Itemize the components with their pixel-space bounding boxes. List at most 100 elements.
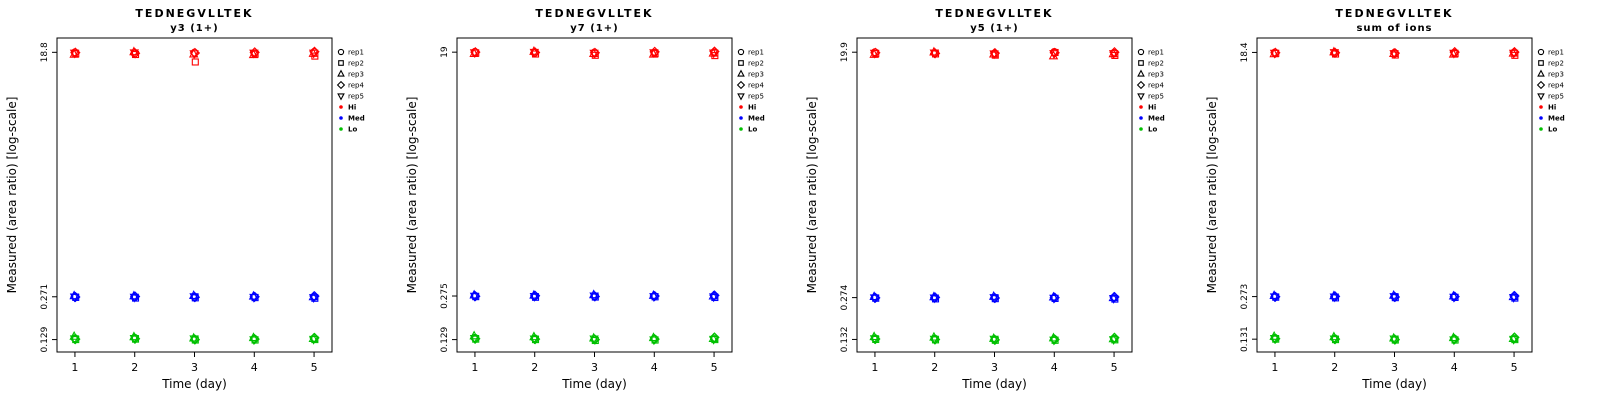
x-tick-label: 5 [1511, 361, 1518, 374]
data-point-diamond [336, 80, 346, 90]
x-axis-label: Time (day) [561, 377, 627, 391]
x-tick-label: 2 [1331, 361, 1338, 374]
legend-level-dot [739, 127, 743, 131]
data-point-triangle-down [929, 49, 940, 59]
panel-title: TEDNEGVLLTEK [135, 7, 253, 20]
x-tick-label: 4 [651, 361, 658, 374]
data-point-triangle-down [1389, 50, 1399, 59]
data-point-square [1138, 60, 1144, 66]
legend-rep-label: rep3 [348, 71, 364, 79]
data-point-triangle-up [988, 290, 999, 300]
y-tick-label: 0.129 [40, 326, 50, 352]
panel-y3-1plus: TEDNEGVLLTEK y3 (1+) 1 2 3 4 5 Time (day) 18.8 0.… [5, 7, 365, 391]
legend-rep-label: rep1 [348, 49, 364, 57]
legend-level-dot [339, 127, 343, 131]
x-tick-label: 3 [191, 361, 198, 374]
panel-subtitle: y3 (1+) [170, 23, 218, 34]
legend-level-label: Lo [1548, 126, 1557, 134]
data-point-triangle-down [1108, 294, 1119, 304]
data-point-diamond [929, 334, 941, 345]
data-point-triangle-up [188, 332, 199, 342]
y-axis-label: Measured (area ratio) [log-scale] [1205, 97, 1219, 294]
data-point-triangle-down [929, 294, 940, 304]
legend-level-dot [1539, 127, 1543, 131]
data-point-triangle-up [188, 290, 199, 299]
data-point-triangle-down [189, 293, 199, 303]
data-point-triangle-down [249, 336, 259, 346]
legend-rep-label: rep4 [1548, 82, 1564, 90]
data-point-circle [337, 48, 345, 56]
legend-level-label: Lo [1148, 126, 1157, 134]
legend-rep-label: rep5 [1548, 93, 1564, 101]
data-point-triangle-down [1108, 50, 1119, 59]
data-point-square [338, 60, 344, 66]
legend-level-label: Hi [1548, 104, 1556, 112]
data-point-triangle-down [1269, 293, 1280, 303]
legend-level-dot [1539, 116, 1543, 120]
legend-level-label: Hi [1148, 104, 1156, 112]
legend-rep-label: rep5 [748, 93, 764, 101]
data-point-triangle-down [1108, 336, 1119, 346]
data-point-diamond [189, 292, 201, 303]
legend-level-label: Lo [748, 126, 757, 134]
legend-level-dot [1539, 105, 1543, 109]
data-point-diamond [989, 292, 1001, 304]
panel-subtitle: y5 (1+) [970, 23, 1018, 34]
data-point-triangle-up [1388, 289, 1399, 299]
legend-level-dot [339, 116, 343, 120]
data-point-triangle-down [1537, 93, 1545, 101]
legend-rep-label: rep2 [748, 60, 764, 68]
data-point-triangle-down [529, 48, 540, 58]
data-point-triangle-down [708, 335, 719, 345]
data-point-triangle-down [649, 336, 659, 346]
data-point-triangle-down [1329, 335, 1340, 345]
panel-title: TEDNEGVLLTEK [935, 7, 1053, 20]
data-point-diamond [470, 291, 481, 302]
data-point-triangle-down [989, 294, 999, 303]
data-point-triangle-down [1449, 49, 1459, 59]
data-point-triangle-up [1388, 332, 1399, 342]
legend-rep-label: rep1 [1148, 49, 1164, 57]
data-point-triangle-up [708, 333, 718, 342]
panel-y7-1plus: TEDNEGVLLTEK y7 (1+) 1 2 3 4 5 Time (day) 19 0.27… [405, 7, 765, 391]
data-point-square [191, 58, 199, 66]
data-point-triangle-down [189, 50, 199, 60]
data-point-diamond [1329, 333, 1341, 345]
y-tick-label: 19 [440, 46, 450, 58]
panel-title: TEDNEGVLLTEK [535, 7, 653, 20]
data-point-triangle-down [308, 49, 319, 59]
x-tick-label: 3 [1391, 361, 1398, 374]
data-point-triangle-down [869, 335, 880, 345]
data-point-triangle-down [1389, 293, 1399, 302]
x-tick-label: 1 [871, 361, 878, 374]
data-point-triangle-down [1269, 335, 1280, 344]
data-point-circle [1137, 48, 1145, 56]
data-point-triangle-down [1449, 293, 1459, 303]
data-point-triangle-up [988, 332, 999, 342]
y-tick-label: 0.273 [1240, 284, 1250, 310]
data-point-diamond [929, 48, 941, 59]
data-point-triangle-down [249, 293, 259, 303]
x-axis-label: Time (day) [161, 377, 227, 391]
data-point-triangle-down [308, 294, 319, 304]
data-point-diamond [589, 291, 601, 302]
x-tick-label: 2 [931, 361, 938, 374]
y-tick-label: 18.8 [40, 42, 50, 62]
data-point-triangle-down [129, 293, 140, 303]
data-point-triangle-down [649, 49, 659, 59]
data-point-triangle-down [469, 292, 480, 302]
data-point-triangle-down [1049, 50, 1059, 59]
legend-level-label: Med [1148, 115, 1165, 123]
y-axis-label: Measured (area ratio) [log-scale] [5, 97, 19, 294]
data-point-triangle-down [1508, 293, 1519, 303]
x-tick-label: 5 [1111, 361, 1118, 374]
data-point-triangle-down [869, 49, 880, 59]
data-point-triangle-down [129, 334, 140, 344]
data-point-triangle-down [708, 49, 719, 59]
y-tick-label: 19.9 [840, 42, 850, 62]
data-point-diamond [870, 292, 881, 304]
data-point-triangle-up [1108, 333, 1118, 343]
data-point-diamond [529, 47, 541, 58]
data-point-triangle-down [1389, 335, 1399, 345]
